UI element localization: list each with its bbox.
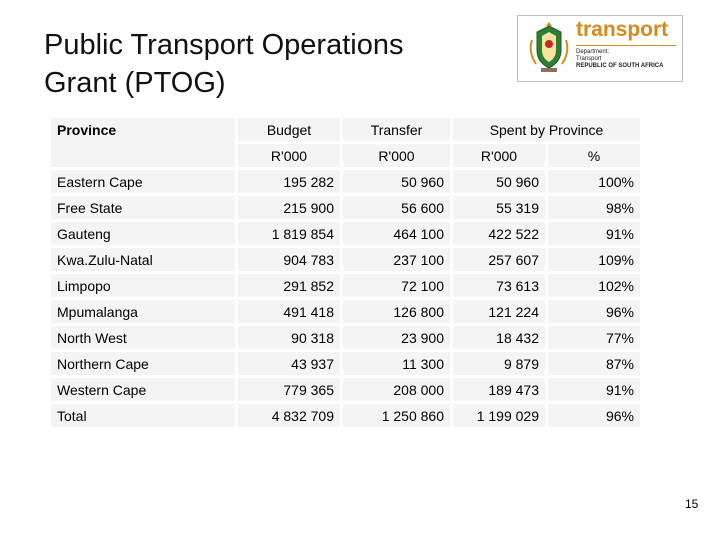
cell-budget: 291 852	[238, 274, 340, 297]
unit-spent: R'000	[453, 144, 545, 167]
cell-budget: 90 318	[238, 326, 340, 349]
cell-spent: 257 607	[453, 248, 545, 271]
logo-line-country: REPUBLIC OF SOUTH AFRICA	[576, 63, 664, 69]
logo-line-department: Department:	[576, 49, 610, 55]
ptog-table: Province Budget Transfer Spent by Provin…	[48, 115, 643, 430]
cell-transfer: 208 000	[343, 378, 450, 401]
cell-budget: 215 900	[238, 196, 340, 219]
cell-spent: 189 473	[453, 378, 545, 401]
cell-pct: 91%	[548, 222, 640, 245]
cell-budget: 4 832 709	[238, 404, 340, 427]
cell-spent: 1 199 029	[453, 404, 545, 427]
cell-budget: 43 937	[238, 352, 340, 375]
cell-budget: 904 783	[238, 248, 340, 271]
header-province: Province	[51, 118, 235, 167]
cell-pct: 98%	[548, 196, 640, 219]
cell-province: Mpumalanga	[51, 300, 235, 323]
cell-province: Total	[51, 404, 235, 427]
cell-spent: 50 960	[453, 170, 545, 193]
cell-pct: 102%	[548, 274, 640, 297]
header-spent: Spent by Province	[453, 118, 640, 141]
cell-province: Northern Cape	[51, 352, 235, 375]
table-row: Western Cape 779 365 208 000 189 473 91%	[51, 378, 640, 401]
cell-pct: 87%	[548, 352, 640, 375]
logo-rule	[576, 45, 676, 46]
header-row: Province Budget Transfer Spent by Provin…	[51, 118, 640, 167]
cell-pct: 91%	[548, 378, 640, 401]
cell-spent: 73 613	[453, 274, 545, 297]
cell-pct: 96%	[548, 404, 640, 427]
logo-word: transport	[576, 18, 669, 41]
cell-transfer: 72 100	[343, 274, 450, 297]
cell-spent: 121 224	[453, 300, 545, 323]
logo-line-transport: Transport	[576, 56, 602, 62]
table-row: Northern Cape 43 937 11 300 9 879 87%	[51, 352, 640, 375]
table-row: Limpopo 291 852 72 100 73 613 102%	[51, 274, 640, 297]
total-row: Total 4 832 709 1 250 860 1 199 029 96%	[51, 404, 640, 427]
cell-province: Western Cape	[51, 378, 235, 401]
cell-spent: 18 432	[453, 326, 545, 349]
header-budget: Budget	[238, 118, 340, 141]
cell-transfer: 23 900	[343, 326, 450, 349]
cell-pct: 100%	[548, 170, 640, 193]
cell-transfer: 11 300	[343, 352, 450, 375]
cell-budget: 1 819 854	[238, 222, 340, 245]
header-transfer: Transfer	[343, 118, 450, 141]
cell-transfer: 1 250 860	[343, 404, 450, 427]
table-row: Mpumalanga 491 418 126 800 121 224 96%	[51, 300, 640, 323]
cell-province: Gauteng	[51, 222, 235, 245]
cell-transfer: 126 800	[343, 300, 450, 323]
cell-province: North West	[51, 326, 235, 349]
cell-budget: 491 418	[238, 300, 340, 323]
cell-province: Eastern Cape	[51, 170, 235, 193]
unit-transfer: R'000	[343, 144, 450, 167]
cell-pct: 109%	[548, 248, 640, 271]
table-row: Gauteng 1 819 854 464 100 422 522 91%	[51, 222, 640, 245]
unit-pct: %	[548, 144, 640, 167]
cell-province: Free State	[51, 196, 235, 219]
cell-transfer: 56 600	[343, 196, 450, 219]
coat-of-arms-icon	[529, 22, 569, 72]
cell-transfer: 50 960	[343, 170, 450, 193]
page-number: 15	[685, 497, 699, 511]
cell-spent: 422 522	[453, 222, 545, 245]
table-row: Free State 215 900 56 600 55 319 98%	[51, 196, 640, 219]
unit-budget: R'000	[238, 144, 340, 167]
cell-transfer: 464 100	[343, 222, 450, 245]
table-row: Kwa.Zulu-Natal 904 783 237 100 257 607 109%	[51, 248, 640, 271]
table-row: North West 90 318 23 900 18 432 77%	[51, 326, 640, 349]
slide-title: Public Transport Operations Grant (PTOG)	[44, 29, 404, 99]
cell-province: Kwa.Zulu-Natal	[51, 248, 235, 271]
cell-budget: 195 282	[238, 170, 340, 193]
cell-province: Limpopo	[51, 274, 235, 297]
cell-spent: 55 319	[453, 196, 545, 219]
cell-transfer: 237 100	[343, 248, 450, 271]
transport-logo: transport Department: Transport REPUBLIC…	[517, 15, 683, 82]
cell-pct: 77%	[548, 326, 640, 349]
unit-row: R'000 R'000 R'000 %	[51, 144, 640, 167]
cell-spent: 9 879	[453, 352, 545, 375]
cell-pct: 96%	[548, 300, 640, 323]
cell-budget: 779 365	[238, 378, 340, 401]
table-row: Eastern Cape 195 282 50 960 50 960 100%	[51, 170, 640, 193]
